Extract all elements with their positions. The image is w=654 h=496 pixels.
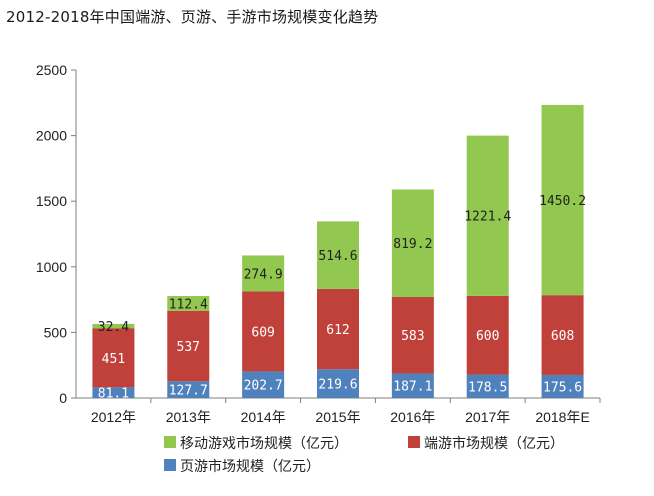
bar-segment — [466, 374, 509, 398]
data-label: 1221.4 — [464, 210, 511, 225]
bar-segment — [391, 189, 434, 297]
data-label: 112.4 — [169, 297, 208, 312]
legend: 移动游戏市场规模（亿元） 端游市场规模（亿元） 页游市场规模（亿元） — [164, 435, 564, 475]
data-label: 514.6 — [318, 249, 357, 264]
bar-segment — [541, 374, 584, 398]
x-tick-label: 2015年 — [315, 409, 360, 425]
legend-swatch — [408, 436, 420, 448]
data-label: 178.5 — [468, 380, 507, 395]
data-label: 202.7 — [244, 379, 283, 394]
data-label: 612 — [326, 323, 349, 338]
legend-label: 页游市场规模（亿元） — [180, 458, 320, 475]
y-tick-label: 2000 — [36, 128, 67, 144]
x-tick-label: 2018年E — [535, 409, 589, 425]
bar-segment — [391, 296, 434, 374]
bar-segment — [242, 371, 285, 398]
data-label: 127.7 — [169, 384, 208, 399]
data-label: 451 — [102, 352, 125, 367]
bar-segment — [317, 221, 359, 289]
data-label: 274.9 — [244, 267, 283, 282]
axes: 0 500 1000 1500 2000 2500 2012年 2013年 2014年 2015年… — [36, 62, 601, 425]
data-label: 609 — [251, 325, 274, 340]
data-label: 219.6 — [318, 378, 357, 393]
data-label: 819.2 — [393, 237, 432, 252]
data-label: 81.1 — [98, 387, 129, 402]
bar-segment — [317, 288, 359, 370]
bar-segment — [466, 135, 509, 296]
chart-title: 2012-2018年中国端游、页游、手游市场规模变化趋势 — [6, 8, 379, 26]
data-label: 600 — [476, 329, 499, 344]
bar-segment — [92, 387, 135, 398]
bars — [92, 104, 584, 398]
bar-segment — [92, 323, 135, 329]
bar-segment — [466, 295, 509, 375]
bar-segment — [541, 295, 584, 375]
x-tick-label: 2012年 — [91, 409, 136, 425]
data-label: 583 — [401, 329, 424, 344]
x-tick-label: 2014年 — [241, 409, 286, 425]
data-label: 32.4 — [98, 320, 129, 335]
bar-segment — [92, 328, 135, 388]
bar-segment — [167, 296, 210, 311]
x-tick-label: 2017年 — [465, 409, 510, 425]
bar-segment — [541, 104, 584, 296]
legend-label: 移动游戏市场规模（亿元） — [180, 435, 348, 452]
y-tick-label: 1500 — [36, 193, 67, 209]
bar-segment — [167, 310, 210, 382]
y-tick-label: 2500 — [36, 62, 67, 78]
data-label: 1450.2 — [539, 194, 586, 209]
bar-segment — [242, 291, 285, 372]
data-label: 187.1 — [393, 380, 432, 395]
x-tick-label: 2013年 — [166, 409, 211, 425]
legend-swatch — [164, 459, 176, 471]
legend-swatch — [164, 436, 176, 448]
x-tick-label: 2016年 — [390, 409, 435, 425]
y-tick-label: 0 — [59, 390, 67, 406]
data-label: 537 — [177, 340, 200, 355]
data-labels: 81.1 451 32.4 127.7 537 112.4 202.7 609 274.9 219… — [98, 194, 586, 402]
y-tick-label: 500 — [44, 324, 68, 340]
data-label: 175.6 — [543, 380, 582, 395]
bar-segment — [167, 381, 210, 398]
bar-segment — [391, 373, 434, 398]
bar-segment — [242, 255, 285, 292]
y-tick-label: 1000 — [36, 259, 67, 275]
bar-segment — [317, 369, 359, 398]
data-label: 608 — [551, 329, 574, 344]
legend-label: 端游市场规模（亿元） — [424, 435, 564, 452]
